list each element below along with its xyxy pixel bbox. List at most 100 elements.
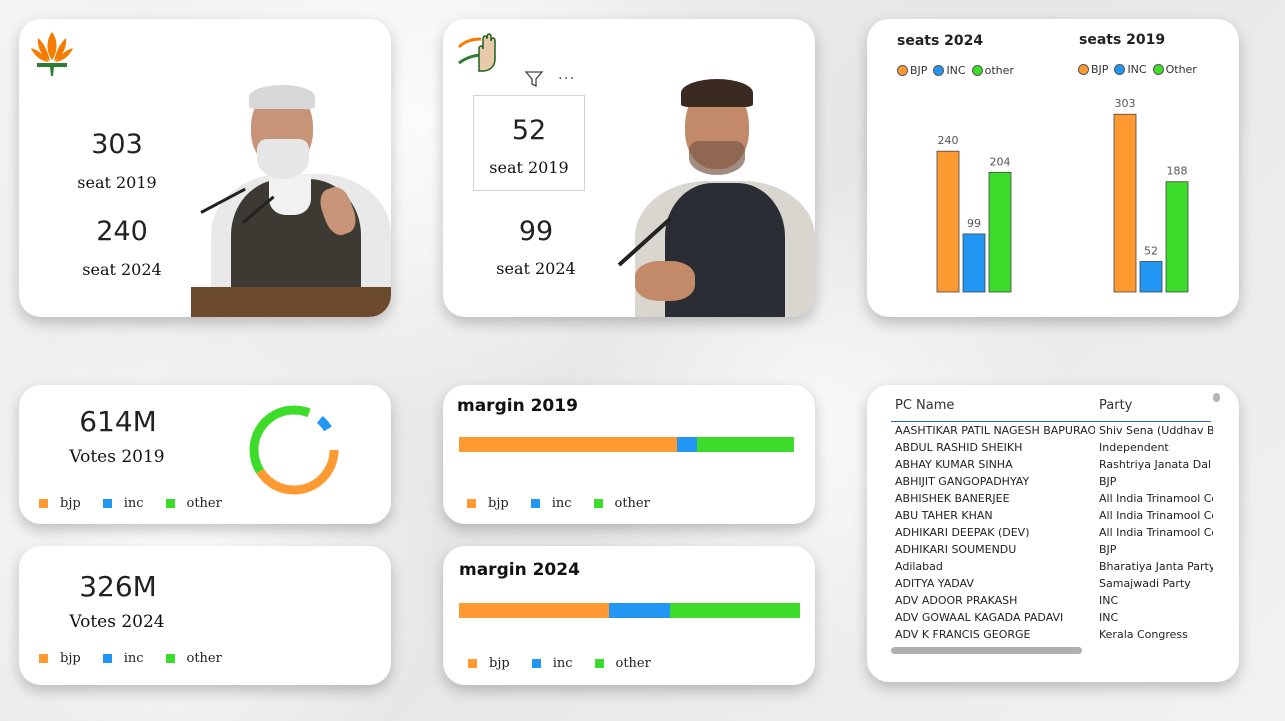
cell-pc-name: ADITYA YADAV — [895, 577, 974, 590]
votes-2019-card: 614M Votes 2019 bjp inc other — [19, 385, 391, 524]
cell-party: All India Trinamool Cong — [1099, 509, 1213, 522]
legend-square-bjp — [39, 499, 48, 508]
bar-other[interactable] — [988, 171, 1012, 293]
table-row[interactable]: ADHIKARI DEEPAK (DEV) All India Trinamool… — [867, 526, 1213, 543]
cell-pc-name: ABHAY KUMAR SINHA — [895, 458, 1013, 471]
bar-bjp[interactable] — [1113, 113, 1137, 293]
legend-dot-bjp — [1078, 64, 1089, 75]
cell-pc-name: ABHISHEK BANERJEE — [895, 492, 1010, 505]
table-row[interactable]: ABDUL RASHID SHEIKH Independent — [867, 441, 1213, 458]
cell-party: Shiv Sena (Uddhav Bala — [1099, 424, 1213, 437]
margin-2019-card: margin 2019 bjp inc other — [443, 385, 815, 524]
margin-2024-card: margin 2024 bjp inc other — [443, 546, 815, 685]
votes-2019-donut-chart — [249, 405, 339, 495]
seats-2024-bar-chart: 240 99 204 — [936, 134, 1012, 293]
cell-pc-name: ABHIJIT GANGOPADHYAY — [895, 475, 1030, 488]
column-header-pc-name[interactable]: PC Name — [895, 398, 955, 413]
inc-seats-2019-value: 52 — [511, 115, 547, 146]
inc-hand-logo-icon — [456, 33, 496, 72]
votes-2024-legend: bjp inc other — [39, 651, 244, 666]
stack-segment-other[interactable] — [696, 437, 794, 452]
stack-segment-inc[interactable] — [676, 437, 697, 452]
seats-chart-card: seats 2024 BJP INC other 240 99 204 seats … — [867, 19, 1239, 317]
legend-dot-bjp — [897, 65, 908, 76]
donut-slice-other[interactable] — [249, 405, 339, 495]
bar-data-label: 240 — [938, 134, 959, 147]
legend-label: inc — [123, 496, 144, 511]
bar-inc[interactable] — [962, 233, 986, 293]
donut-slice-bjp[interactable] — [249, 405, 339, 495]
bar-other[interactable] — [1165, 181, 1189, 293]
votes-2024-card: 326M Votes 2024 bjp inc other — [19, 546, 391, 685]
legend-label: BJP — [910, 64, 928, 77]
legend-label: Other — [1165, 63, 1197, 76]
stack-segment-other[interactable] — [670, 603, 800, 618]
cell-party: INC — [1099, 594, 1119, 607]
vertical-scrollbar[interactable] — [1213, 393, 1220, 402]
chart-title-2019: seats 2019 — [1079, 32, 1166, 48]
table-row[interactable]: ABHISHEK BANERJEE All India Trinamool Con… — [867, 492, 1213, 509]
cell-party: INC — [1099, 611, 1119, 624]
cell-pc-name: ADV GOWAAL KAGADA PADAVI — [895, 611, 1064, 624]
filter-icon[interactable] — [524, 69, 544, 89]
legend-square-other — [165, 499, 175, 508]
inc-seats-2024-value: 99 — [518, 216, 554, 247]
margin-2024-legend: bjp inc other — [468, 656, 673, 671]
legend-label: bjp — [60, 651, 81, 666]
cell-party: All India Trinamool Cong — [1099, 492, 1213, 505]
cell-pc-name: ADV ADOOR PRAKASH — [895, 594, 1018, 607]
legend-dot-other — [971, 65, 983, 76]
table-row[interactable]: ADV ADOOR PRAKASH INC — [867, 594, 1213, 611]
bjp-lotus-logo-icon — [31, 32, 73, 76]
more-options-icon[interactable]: ... — [558, 65, 576, 83]
legend-label: inc — [551, 496, 572, 511]
bar-bjp[interactable] — [936, 150, 960, 293]
horizontal-scrollbar[interactable] — [891, 647, 1082, 654]
cell-pc-name: ABDUL RASHID SHEIKH — [895, 441, 1023, 454]
table-row[interactable]: ADITYA YADAV Samajwadi Party — [867, 577, 1213, 594]
legend-square-other — [593, 499, 603, 508]
table-row[interactable]: ADHIKARI SOUMENDU BJP — [867, 543, 1213, 560]
table-row[interactable]: ADV K FRANCIS GEORGE Kerala Congress — [867, 628, 1213, 645]
column-header-party[interactable]: Party — [1099, 398, 1133, 413]
legend-square-bjp — [39, 654, 48, 663]
legend-label: BJP — [1091, 63, 1109, 76]
table-row[interactable]: ADV GOWAAL KAGADA PADAVI INC — [867, 611, 1213, 628]
stack-segment-inc[interactable] — [609, 603, 671, 618]
stack-segment-bjp[interactable] — [459, 437, 677, 452]
legend-square-inc — [102, 499, 112, 508]
bjp-leader-photo — [191, 79, 391, 317]
legend-square-bjp — [467, 499, 476, 508]
chart-legend-2024: BJP INC other — [897, 64, 1014, 77]
votes-2019-legend: bjp inc other — [39, 496, 244, 511]
chart-title-2024: seats 2024 — [897, 33, 984, 49]
cell-pc-name: ADV K FRANCIS GEORGE — [895, 628, 1031, 641]
cell-pc-name: ADHIKARI DEEPAK (DEV) — [895, 526, 1030, 539]
legend-square-inc — [531, 659, 541, 668]
bar-inc[interactable] — [1139, 261, 1163, 293]
legend-dot-inc — [933, 65, 945, 76]
bjp-seats-2019-value: 303 — [91, 129, 143, 160]
bjp-seats-card: 303 seat 2019 240 seat 2024 — [19, 19, 391, 317]
legend-dot-other — [1152, 64, 1164, 75]
votes-2024-value: 326M — [79, 570, 157, 603]
table-row[interactable]: ABHAY KUMAR SINHA Rashtriya Janata Dal — [867, 458, 1213, 475]
table-row[interactable]: AASHTIKAR PATIL NAGESH BAPURAO Shiv Sena … — [867, 424, 1213, 441]
seats-2019-bar-chart: 303 52 188 — [1113, 97, 1189, 293]
stack-segment-bjp[interactable] — [459, 603, 610, 618]
legend-dot-inc — [1114, 64, 1126, 75]
legend-label: other — [615, 656, 651, 671]
votes-2019-value: 614M — [79, 405, 157, 438]
table-row[interactable]: ABHIJIT GANGOPADHYAY BJP — [867, 475, 1213, 492]
table-row[interactable]: Adilabad Bharatiya Janta Party — [867, 560, 1213, 577]
legend-label: other — [186, 651, 222, 666]
legend-label: other — [186, 496, 222, 511]
legend-label: bjp — [489, 656, 510, 671]
margin-2024-stacked-bar — [459, 603, 800, 618]
inc-leader-photo — [615, 71, 815, 317]
legend-label: INC — [946, 64, 966, 77]
cell-party: BJP — [1099, 475, 1117, 488]
legend-square-other — [165, 654, 175, 663]
table-row[interactable]: ABU TAHER KHAN All India Trinamool Cong — [867, 509, 1213, 526]
selected-visual-frame[interactable] — [473, 95, 585, 191]
